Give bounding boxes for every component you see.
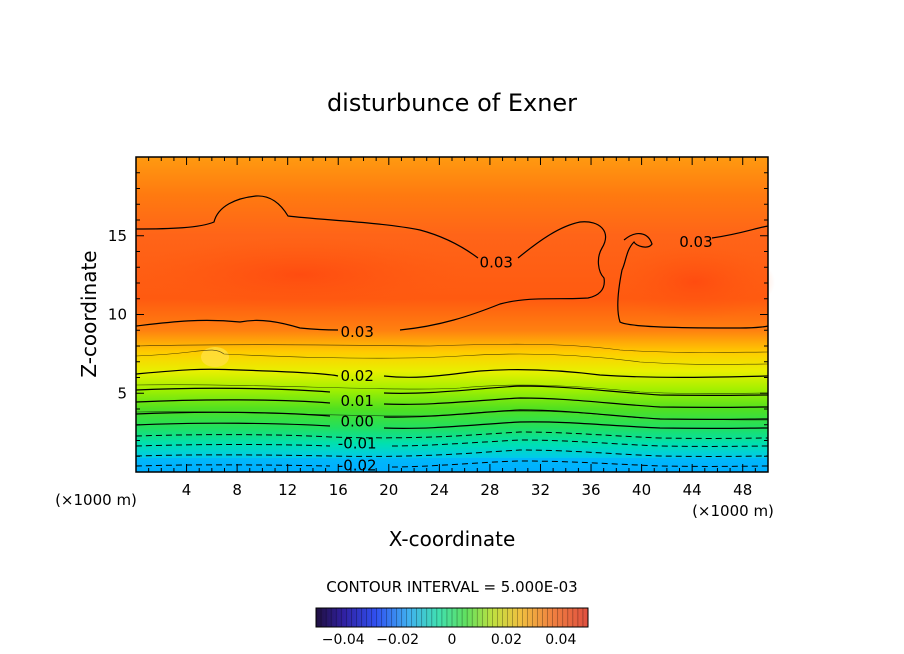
contour-label: 0.03 bbox=[340, 323, 373, 341]
contour-label: -0.01 bbox=[338, 435, 377, 453]
x-unit-label-right: (×1000 m) bbox=[692, 502, 774, 520]
contour-line-0.005 bbox=[135, 409, 769, 421]
contour-label: -0.02 bbox=[338, 457, 377, 475]
x-tick-label: 28 bbox=[480, 481, 499, 499]
x-tick-label: 20 bbox=[379, 481, 398, 499]
x-tick-label: 4 bbox=[182, 481, 192, 499]
contour-line-0.01 bbox=[135, 397, 769, 409]
colorbar-tick-label: 0 bbox=[448, 632, 457, 648]
contour-line-0.02 bbox=[135, 368, 769, 378]
contour-line-0.015 bbox=[135, 385, 769, 397]
contour-line-0.03-middle bbox=[135, 221, 607, 331]
colorbar-tick-label: 0.02 bbox=[491, 632, 522, 648]
x-tick-label: 44 bbox=[683, 481, 702, 499]
x-tick-label: 24 bbox=[430, 481, 449, 499]
contour-bump bbox=[201, 347, 229, 367]
contour-line-neg-0.015 bbox=[135, 449, 769, 457]
x-tick-label: 8 bbox=[232, 481, 242, 499]
x-unit-label-left: (×1000 m) bbox=[55, 491, 137, 509]
negative-contour-lines bbox=[135, 431, 769, 468]
contour-label: 0.00 bbox=[340, 413, 373, 431]
x-tick-label: 40 bbox=[632, 481, 651, 499]
contour-label: 0.01 bbox=[340, 392, 373, 410]
axis-ticks bbox=[136, 157, 768, 472]
colorbar-tick-labels: −0.04 −0.02 0 0.02 0.04 bbox=[322, 632, 577, 648]
contour-labels: 0.03 0.03 0.03 0.02 0.01 0.00 -0.01 -0.02 bbox=[338, 233, 713, 475]
colorbar-tick-label: −0.04 bbox=[322, 632, 365, 648]
x-tick-label: 12 bbox=[278, 481, 297, 499]
contour-line-neg-0.02 bbox=[135, 460, 769, 468]
x-axis-label: X-coordinate bbox=[389, 527, 516, 551]
contour-lines bbox=[135, 195, 769, 430]
colorbar-tick-label: 0.04 bbox=[545, 632, 576, 648]
colorbar: −0.04 −0.02 0 0.02 0.04 bbox=[315, 607, 589, 648]
contour-line-0.03-right bbox=[617, 225, 769, 329]
contour-label: 0.03 bbox=[679, 233, 712, 251]
colorbar-tick-label: −0.02 bbox=[376, 632, 419, 648]
x-tick-label: 16 bbox=[329, 481, 348, 499]
contour-core-left bbox=[130, 237, 470, 313]
y-tick-label: 10 bbox=[108, 306, 127, 324]
x-tick-label: 32 bbox=[531, 481, 550, 499]
contour-line-neg-0.01 bbox=[135, 439, 769, 447]
y-tick-label: 5 bbox=[117, 384, 127, 402]
y-tick-label: 15 bbox=[108, 227, 127, 245]
contour-label: 0.02 bbox=[340, 367, 373, 385]
x-tick-label: 36 bbox=[581, 481, 600, 499]
x-tick-labels: 4 8 12 16 20 24 28 32 36 40 44 48 bbox=[182, 481, 752, 499]
colorbar-stripes bbox=[320, 608, 584, 627]
contour-line-0.03-upper-left bbox=[135, 195, 479, 259]
y-axis-label: Z-coordinate bbox=[77, 250, 101, 377]
contour-core-right bbox=[615, 244, 775, 320]
contour-line-0.00 bbox=[135, 421, 769, 430]
x-tick-label: 48 bbox=[733, 481, 752, 499]
plot-area: 0.03 0.03 0.03 0.02 0.01 0.00 -0.01 -0.02 bbox=[130, 156, 775, 475]
chart-title: disturbunce of Exner bbox=[327, 89, 577, 117]
contour-label: 0.03 bbox=[480, 254, 513, 272]
y-tick-labels: 5 10 15 bbox=[108, 227, 127, 403]
contour-line-neg-0.005 bbox=[135, 431, 769, 439]
contour-interval-text: CONTOUR INTERVAL = 5.000E-03 bbox=[326, 578, 577, 596]
